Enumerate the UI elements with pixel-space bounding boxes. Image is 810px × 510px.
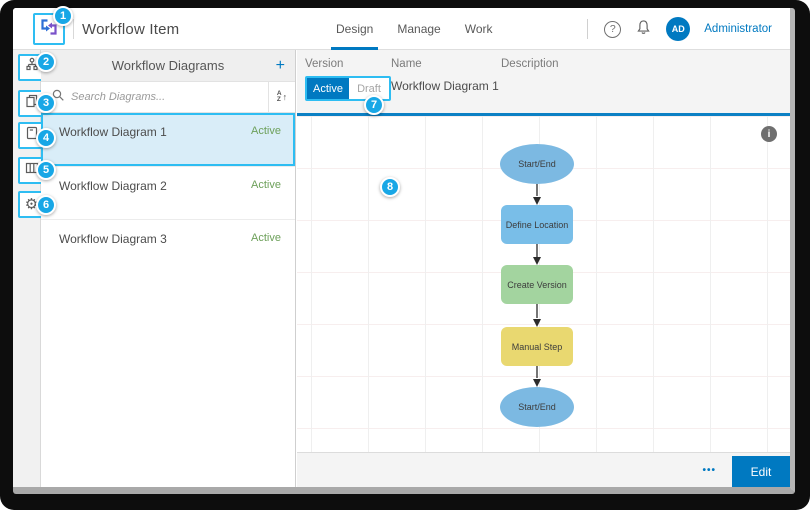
- status-badge: Active: [251, 179, 281, 191]
- search-input[interactable]: [65, 91, 268, 103]
- gear-icon: ⚙: [24, 195, 39, 213]
- diagrams-panel: Workflow Diagrams + AZ ↑: [41, 50, 296, 487]
- node-label: Define Location: [506, 220, 569, 230]
- annotation-badge-7: 7: [364, 95, 384, 115]
- edit-button[interactable]: Edit: [732, 456, 790, 487]
- page-title: Workflow Item: [82, 20, 180, 38]
- list-item-diagram-1[interactable]: Workflow Diagram 1 Active: [41, 113, 295, 166]
- diagram-list: Workflow Diagram 1 Active Workflow Diagr…: [41, 113, 295, 272]
- version-active-button[interactable]: Active: [307, 78, 349, 99]
- annotation-badge-2: 2: [36, 52, 56, 72]
- version-draft-button[interactable]: Draft: [349, 78, 389, 99]
- node-label: Start/End: [518, 159, 556, 169]
- header-actions-divider: [587, 19, 589, 39]
- diagram-search-row: AZ ↑: [41, 82, 295, 113]
- list-item-diagram-3[interactable]: Workflow Diagram 3 Active: [41, 219, 295, 272]
- diagram-canvas[interactable]: Start/End Define Location Create Version…: [297, 113, 790, 452]
- more-options-button[interactable]: •••: [702, 465, 716, 476]
- flow-arrowheads: [533, 197, 541, 387]
- diagrams-panel-header: Workflow Diagrams +: [41, 50, 295, 82]
- name-value: Workflow Diagram 1: [391, 79, 499, 93]
- list-item-diagram-2[interactable]: Workflow Diagram 2 Active: [41, 166, 295, 219]
- status-badge: Active: [251, 232, 281, 244]
- description-label: Description: [501, 58, 559, 70]
- search-icon: [41, 88, 65, 107]
- annotation-badge-6: 6: [36, 195, 56, 215]
- status-badge: Active: [251, 125, 281, 137]
- node-label: Create Version: [507, 280, 567, 290]
- version-label: Version: [305, 58, 344, 70]
- name-label: Name: [391, 58, 422, 70]
- canvas-footer: ••• Edit: [297, 452, 790, 487]
- tab-work[interactable]: Work: [464, 22, 493, 36]
- header-actions: ? AD Administrator: [587, 8, 772, 50]
- flow-node-manual-step[interactable]: Manual Step: [501, 327, 573, 366]
- flow-node-start[interactable]: Start/End: [500, 144, 574, 184]
- annotation-badge-8: 8: [380, 177, 400, 197]
- main-area: Version Active Draft Name Workflow Diagr…: [297, 50, 790, 487]
- top-nav-tabs: Design Manage Work: [330, 8, 493, 50]
- header-divider: [73, 19, 74, 39]
- help-icon[interactable]: ?: [604, 20, 622, 38]
- app-header: Workflow Item Design Manage Work ? AD Ad…: [13, 8, 790, 50]
- diagrams-panel-title: Workflow Diagrams: [111, 58, 225, 73]
- node-label: Start/End: [518, 402, 556, 412]
- node-label: Manual Step: [512, 342, 563, 352]
- flow-node-create-version[interactable]: Create Version: [501, 265, 573, 304]
- notifications-bell-icon[interactable]: [635, 19, 652, 40]
- annotation-badge-1: 1: [53, 6, 73, 26]
- sitemap-icon: [24, 57, 40, 78]
- left-icon-rail: ⚙: [13, 50, 45, 487]
- annotation-badge-3: 3: [36, 93, 56, 113]
- avatar[interactable]: AD: [666, 17, 691, 41]
- annotation-badge-4: 4: [36, 128, 56, 148]
- version-toggle: Active Draft: [305, 76, 391, 101]
- flow-node-end[interactable]: Start/End: [500, 387, 574, 427]
- annotation-badge-5: 5: [36, 160, 56, 180]
- tab-design[interactable]: Design: [330, 8, 379, 50]
- add-diagram-button[interactable]: +: [275, 57, 285, 74]
- user-name[interactable]: Administrator: [704, 23, 772, 35]
- flow-node-define-location[interactable]: Define Location: [501, 205, 573, 244]
- app-window: Workflow Item Design Manage Work ? AD Ad…: [13, 8, 795, 494]
- tab-manage[interactable]: Manage: [397, 22, 441, 36]
- workflow-logo-icon: [38, 16, 60, 43]
- info-icon[interactable]: i: [761, 126, 777, 142]
